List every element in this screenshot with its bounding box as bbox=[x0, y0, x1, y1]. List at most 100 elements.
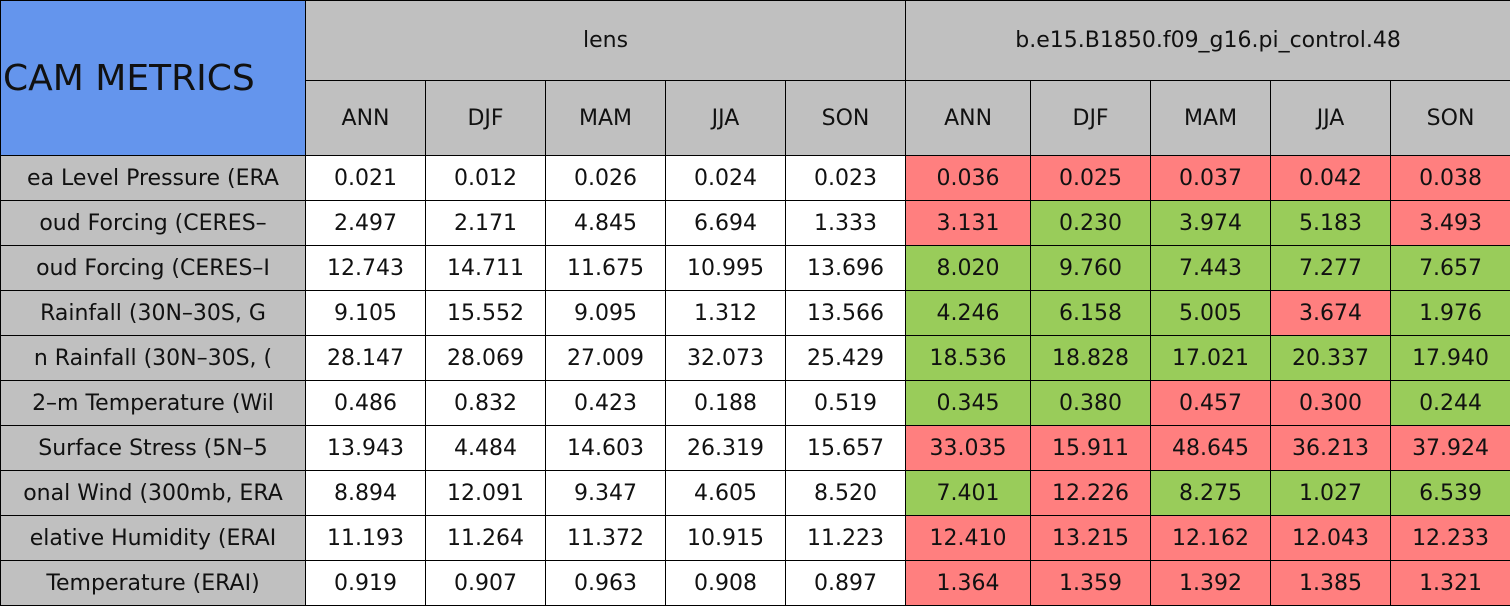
control-value: 0.037 bbox=[1150, 155, 1272, 201]
metric-label: ea Level Pressure (ERA bbox=[0, 155, 306, 201]
control-value: 6.539 bbox=[1390, 470, 1510, 516]
control-value: 0.025 bbox=[1030, 155, 1152, 201]
control-value: 18.828 bbox=[1030, 335, 1152, 381]
control-value: 3.974 bbox=[1150, 200, 1272, 246]
control-value: 0.345 bbox=[905, 380, 1032, 426]
control-value: 48.645 bbox=[1150, 425, 1272, 471]
control-value: 8.275 bbox=[1150, 470, 1272, 516]
metric-label: onal Wind (300mb, ERA bbox=[0, 470, 306, 516]
season-header: MAM bbox=[1150, 80, 1272, 156]
lens-value: 0.897 bbox=[784, 560, 907, 606]
lens-value: 11.372 bbox=[545, 515, 666, 561]
lens-value: 0.519 bbox=[784, 380, 907, 426]
control-value: 3.674 bbox=[1270, 290, 1392, 336]
control-value: 0.230 bbox=[1030, 200, 1152, 246]
header-row: CAM METRICS lens b.e15.B1850.f09_g16.pi_co… bbox=[0, 0, 1510, 156]
control-value: 17.021 bbox=[1150, 335, 1272, 381]
metric-label: oud Forcing (CERES– bbox=[0, 200, 306, 246]
lens-value: 0.963 bbox=[545, 560, 666, 606]
lens-value: 25.429 bbox=[784, 335, 907, 381]
lens-value: 0.012 bbox=[425, 155, 546, 201]
control-value: 12.233 bbox=[1390, 515, 1510, 561]
control-value: 0.457 bbox=[1150, 380, 1272, 426]
lens-value: 14.711 bbox=[425, 245, 546, 291]
control-value: 12.410 bbox=[905, 515, 1032, 561]
control-value: 1.359 bbox=[1030, 560, 1152, 606]
control-value: 7.657 bbox=[1390, 245, 1510, 291]
control-value: 5.005 bbox=[1150, 290, 1272, 336]
control-value: 0.300 bbox=[1270, 380, 1392, 426]
lens-value: 15.657 bbox=[784, 425, 907, 471]
lens-value: 9.347 bbox=[545, 470, 666, 516]
lens-value: 9.105 bbox=[305, 290, 426, 336]
lens-value: 13.696 bbox=[784, 245, 907, 291]
lens-value: 32.073 bbox=[665, 335, 786, 381]
lens-value: 12.091 bbox=[425, 470, 546, 516]
lens-value: 10.915 bbox=[665, 515, 786, 561]
control-value: 12.162 bbox=[1150, 515, 1272, 561]
season-header: MAM bbox=[545, 80, 666, 156]
control-value: 7.401 bbox=[905, 470, 1032, 516]
lens-value: 8.520 bbox=[784, 470, 907, 516]
metric-label: Temperature (ERAI) bbox=[0, 560, 306, 606]
lens-value: 8.894 bbox=[305, 470, 426, 516]
metric-label: oud Forcing (CERES–I bbox=[0, 245, 306, 291]
lens-value: 28.147 bbox=[305, 335, 426, 381]
data-row: onal Wind (300mb, ERA 8.894 12.091 9.347 4.6… bbox=[0, 470, 1510, 516]
lens-value: 0.486 bbox=[305, 380, 426, 426]
control-value: 1.027 bbox=[1270, 470, 1392, 516]
metric-label: n Rainfall (30N–30S, ( bbox=[0, 335, 306, 381]
lens-value: 4.845 bbox=[545, 200, 666, 246]
group-header: lens bbox=[304, 0, 907, 81]
lens-value: 11.193 bbox=[305, 515, 426, 561]
data-row: Surface Stress (5N–5 13.943 4.484 14.603 26.… bbox=[0, 425, 1510, 471]
lens-value: 11.675 bbox=[545, 245, 666, 291]
control-value: 0.036 bbox=[905, 155, 1032, 201]
lens-value: 1.312 bbox=[665, 290, 786, 336]
control-value: 12.226 bbox=[1030, 470, 1152, 516]
control-value: 7.443 bbox=[1150, 245, 1272, 291]
season-header: ANN bbox=[305, 80, 426, 156]
lens-value: 2.171 bbox=[425, 200, 546, 246]
lens-value: 0.023 bbox=[784, 155, 907, 201]
lens-value: 26.319 bbox=[665, 425, 786, 471]
control-value: 7.277 bbox=[1270, 245, 1392, 291]
lens-value: 0.908 bbox=[665, 560, 786, 606]
lens-value: 14.603 bbox=[545, 425, 666, 471]
metric-label: elative Humidity (ERAI bbox=[0, 515, 306, 561]
lens-value: 0.832 bbox=[425, 380, 546, 426]
control-value: 33.035 bbox=[905, 425, 1032, 471]
data-row: elative Humidity (ERAI 11.193 11.264 11.372… bbox=[0, 515, 1510, 561]
control-value: 0.038 bbox=[1390, 155, 1510, 201]
season-header: SON bbox=[784, 80, 907, 156]
lens-value: 9.095 bbox=[545, 290, 666, 336]
lens-value: 0.188 bbox=[665, 380, 786, 426]
control-value: 5.183 bbox=[1270, 200, 1392, 246]
lens-value: 6.694 bbox=[665, 200, 786, 246]
control-value: 6.158 bbox=[1030, 290, 1152, 336]
control-value: 1.976 bbox=[1390, 290, 1510, 336]
data-row: ea Level Pressure (ERA 0.021 0.012 0.026 0.0… bbox=[0, 155, 1510, 201]
control-value: 13.215 bbox=[1030, 515, 1152, 561]
control-value: 9.760 bbox=[1030, 245, 1152, 291]
lens-value: 10.995 bbox=[665, 245, 786, 291]
control-value: 3.131 bbox=[905, 200, 1032, 246]
season-row: ANN DJF MAM JJA SON ANN DJF MAM JJA SON bbox=[1, 80, 1510, 156]
data-row: 2–m Temperature (Wil 0.486 0.832 0.423 0.188… bbox=[0, 380, 1510, 426]
control-value: 3.493 bbox=[1390, 200, 1510, 246]
control-value: 1.364 bbox=[905, 560, 1032, 606]
season-header: ANN bbox=[905, 80, 1032, 156]
season-header: JJA bbox=[665, 80, 786, 156]
control-value: 20.337 bbox=[1270, 335, 1392, 381]
control-value: 1.321 bbox=[1390, 560, 1510, 606]
lens-value: 4.605 bbox=[665, 470, 786, 516]
data-row: Temperature (ERAI) 0.919 0.907 0.963 0.908 0.… bbox=[0, 560, 1510, 606]
season-header: DJF bbox=[425, 80, 546, 156]
control-value: 18.536 bbox=[905, 335, 1032, 381]
control-value: 12.043 bbox=[1270, 515, 1392, 561]
group-header: b.e15.B1850.f09_g16.pi_control.48 bbox=[905, 0, 1510, 81]
control-value: 4.246 bbox=[905, 290, 1032, 336]
